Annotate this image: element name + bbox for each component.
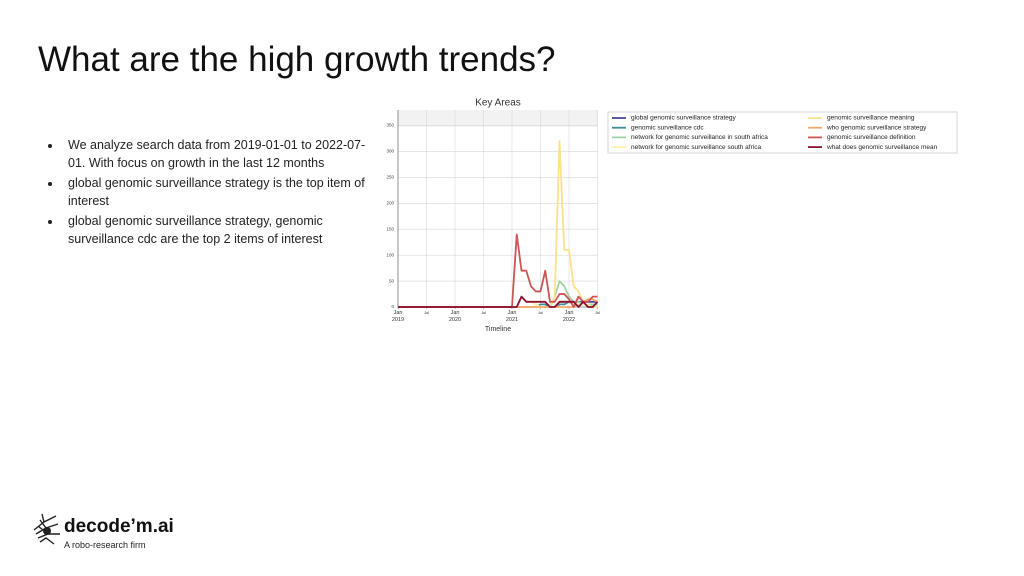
- y-tick-label: 350: [386, 123, 394, 128]
- legend-label: genomic surveillance cdc: [631, 124, 704, 131]
- y-tick-label: 100: [386, 252, 394, 257]
- logo-name: decode’m.ai: [64, 516, 174, 537]
- legend-box: [607, 111, 958, 154]
- x-tick-label: Jan 2022: [563, 310, 575, 323]
- series-line: [398, 295, 599, 308]
- bullet-list: We analyze search data from 2019-01-01 t…: [38, 136, 376, 250]
- x-tick-label: Jul: [538, 310, 543, 315]
- chart-title: Key Areas: [475, 98, 521, 109]
- x-tick-label: Jul: [481, 310, 486, 315]
- y-tick-label: 150: [386, 226, 394, 231]
- y-tick-label: 50: [389, 278, 395, 283]
- x-tick-label: Jul: [424, 310, 429, 315]
- logo-icon: [33, 513, 60, 545]
- legend-label: global genomic surveillance strategy: [631, 115, 737, 122]
- bullet: We analyze search data from 2019-01-01 t…: [62, 136, 376, 172]
- logo-tagline: A robo-research firm: [64, 540, 146, 550]
- series-line: [398, 140, 598, 308]
- legend-label: genomic surveillance meaning: [827, 115, 915, 122]
- legend-label: what does genomic surveillance mean: [826, 144, 938, 151]
- y-tick-label: 0: [391, 304, 394, 309]
- y-tick-label: 200: [386, 201, 394, 206]
- legend-label: network for genomic surveillance in sout…: [631, 134, 768, 141]
- legend-label: network for genomic surveillance south a…: [631, 144, 761, 151]
- y-tick-label: 250: [386, 175, 394, 180]
- chart: Key Areas Timeline 0 50 100 150 200 250 300 350…: [386, 98, 958, 333]
- plot-header-band: [398, 110, 598, 127]
- x-tick-label: Jan 2021: [506, 310, 518, 323]
- x-tick-label: Jan 2020: [449, 310, 461, 323]
- bullet: global genomic surveillance strategy, ge…: [62, 212, 376, 248]
- y-tick-label: 300: [386, 149, 394, 154]
- series-line: [398, 233, 598, 308]
- x-tick-label: Jul: [595, 310, 600, 315]
- legend-label: who genomic surveillance strategy: [826, 124, 927, 131]
- x-tick-label: Jan 2019: [392, 310, 404, 323]
- slide-title: What are the high growth trends?: [38, 40, 556, 79]
- x-axis-label: Timeline: [485, 326, 511, 333]
- logo: decode’m.ai A robo-research firm: [30, 512, 210, 556]
- bullet: global genomic surveillance strategy is …: [62, 174, 376, 210]
- legend-label: genomic surveillance definition: [827, 134, 916, 141]
